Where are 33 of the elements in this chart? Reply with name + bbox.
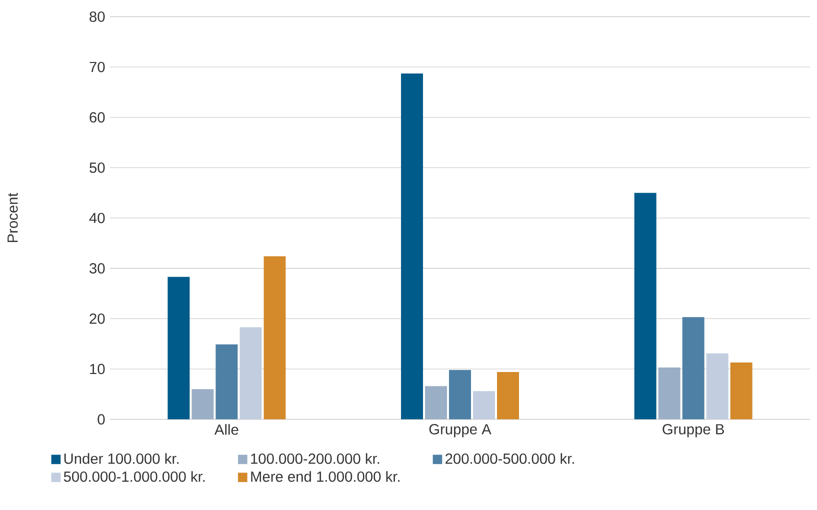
y-tick-label: 60 (90, 112, 105, 123)
y-tick-label: 0 (98, 414, 105, 425)
y-tick-label: 50 (90, 162, 105, 173)
y-tick-label: 80 (90, 11, 105, 22)
legend-label: Mere end 1.000.000 kr. (251, 471, 400, 482)
y-tick-label: 30 (90, 263, 105, 274)
x-tick-label: Gruppe B (662, 424, 724, 438)
bar (682, 317, 704, 420)
y-tick-label: 70 (90, 62, 105, 72)
legend-label: Under 100.000 kr. (64, 453, 179, 464)
x-tick-label: Gruppe A (429, 424, 492, 438)
bar (449, 370, 472, 420)
y-tick-label: 40 (89, 212, 105, 224)
legend-label: 100.000-200.000 kr. (251, 453, 380, 464)
legend-label: 500.000-1.000.000 kr. (64, 471, 205, 482)
legend-label: 200.000-500.000 kr. (446, 453, 574, 464)
bar (168, 276, 190, 420)
y-axis-title: Procent (8, 192, 18, 242)
bar (473, 391, 496, 420)
bar (264, 256, 286, 420)
bar (216, 344, 238, 420)
bar (240, 327, 262, 420)
bar (658, 367, 680, 420)
y-tick-label: 10 (90, 364, 105, 374)
bar (634, 192, 656, 420)
bar (497, 372, 520, 420)
x-tick-label: Alle (214, 424, 238, 435)
bar (425, 386, 448, 420)
bar (730, 362, 752, 420)
bar (192, 389, 214, 420)
bar (401, 74, 423, 420)
y-tick-label: 20 (90, 313, 105, 324)
bar (706, 353, 728, 420)
